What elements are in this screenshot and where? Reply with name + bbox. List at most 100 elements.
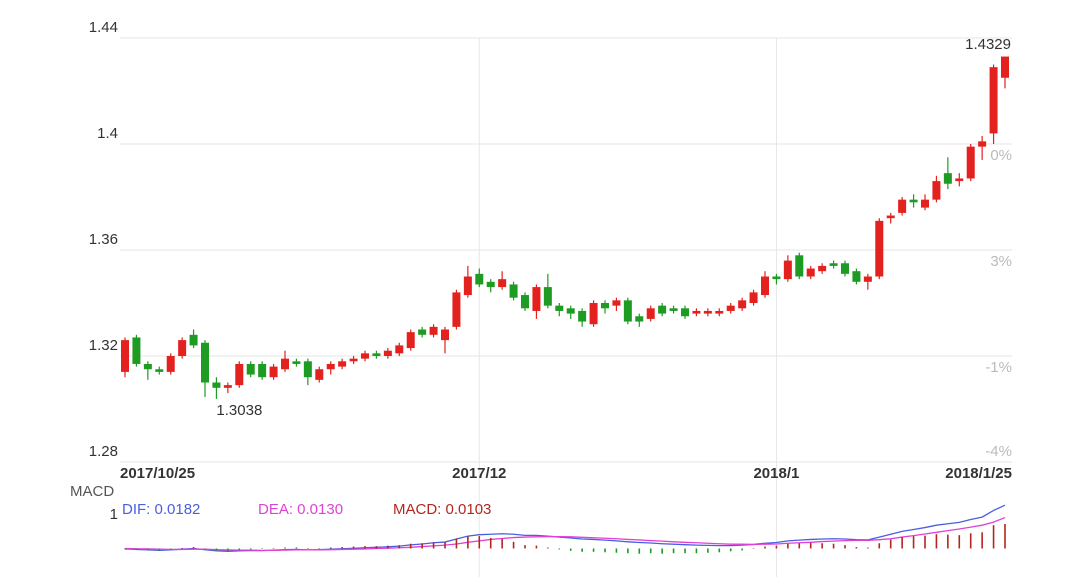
candle-body xyxy=(406,332,415,349)
candle-body xyxy=(395,345,404,354)
macd-bar xyxy=(272,548,275,549)
macd-bar xyxy=(124,548,126,550)
macd-bar xyxy=(764,546,766,549)
macd-bar xyxy=(592,548,595,552)
right-axis-label: 3% xyxy=(990,253,1012,270)
candle-body xyxy=(349,358,358,362)
candle-body xyxy=(852,271,861,282)
macd-bar xyxy=(729,548,732,552)
candle-body xyxy=(578,310,587,322)
macd-bar xyxy=(387,545,389,549)
macd-bar xyxy=(627,548,629,554)
macd-bar xyxy=(1004,523,1006,549)
y-tick-label: 1.44 xyxy=(89,19,118,36)
low-label: 1.3038 xyxy=(216,402,262,419)
macd-bar xyxy=(912,536,915,549)
candle-body xyxy=(989,67,998,134)
macd-bar xyxy=(501,538,503,549)
macd-bar xyxy=(169,548,172,550)
candle-body xyxy=(372,353,381,356)
macd-bar xyxy=(432,542,435,549)
macd-bar xyxy=(787,543,789,549)
macd-bar xyxy=(935,534,938,549)
macd-bar xyxy=(295,547,298,549)
candle-body xyxy=(361,353,369,359)
candle-body xyxy=(955,178,964,182)
candle-body xyxy=(601,303,609,309)
candle-body xyxy=(772,276,781,280)
candle-body xyxy=(898,199,907,213)
macd-bar xyxy=(798,543,801,549)
candle-body xyxy=(909,199,918,203)
candle-body xyxy=(292,361,301,364)
macd-bar xyxy=(284,547,286,549)
candle-body xyxy=(132,337,141,364)
candle-body xyxy=(166,356,175,372)
macd-bar xyxy=(707,548,709,553)
macd-bar xyxy=(238,548,241,550)
candle-body xyxy=(212,382,221,388)
candle-body xyxy=(658,305,667,314)
macd-bar xyxy=(901,537,903,549)
macd-bar xyxy=(615,548,618,553)
candle-body xyxy=(623,300,632,322)
macd-bar xyxy=(135,548,138,550)
macd-bar xyxy=(969,533,972,549)
macd-bar xyxy=(661,548,663,554)
candle-body xyxy=(681,308,689,317)
macd-bar xyxy=(889,539,892,549)
macd-bar xyxy=(684,548,686,554)
macd-bar xyxy=(524,545,526,549)
y-tick-label: 1.28 xyxy=(89,443,118,460)
x-tick-label: 2017/12 xyxy=(452,465,506,482)
macd-bar xyxy=(204,548,206,550)
candle-body xyxy=(783,260,792,280)
macd-bar xyxy=(227,548,229,552)
candle-body xyxy=(178,340,187,356)
candle-body xyxy=(486,281,495,288)
macd-bar xyxy=(855,547,858,549)
candle-body xyxy=(223,385,232,388)
macd-bar xyxy=(867,547,869,549)
candle-body xyxy=(201,342,209,383)
candle-body xyxy=(383,350,392,356)
macd-bar xyxy=(375,546,378,549)
candle-body xyxy=(463,276,472,296)
x-tick-label: 2018/1 xyxy=(753,465,799,482)
macd-bar xyxy=(455,538,458,549)
macd-bar xyxy=(924,535,926,549)
candle-body xyxy=(566,308,575,314)
candle-body xyxy=(269,366,278,378)
candle-body xyxy=(475,273,484,285)
candle-body xyxy=(612,300,621,306)
candle-body xyxy=(143,363,152,370)
macd-bar xyxy=(215,548,218,551)
macd-bar xyxy=(158,548,161,551)
macd-bar xyxy=(318,548,321,549)
candle-body xyxy=(863,276,872,282)
y-tick-label: 1.36 xyxy=(89,231,118,248)
macd-bar xyxy=(775,545,778,549)
candle-body xyxy=(338,361,347,367)
candle-body xyxy=(155,369,164,372)
candle-body xyxy=(669,308,678,311)
candle-body xyxy=(418,329,427,335)
macd-bar xyxy=(249,548,252,550)
y-axis-label: MACD xyxy=(70,483,114,500)
macd-bar xyxy=(638,548,641,554)
macd-bar xyxy=(947,534,949,549)
candle-body xyxy=(532,287,541,311)
legend-label: DEA: 0.0130 xyxy=(258,501,343,518)
x-tick-label: 2017/10/25 xyxy=(120,465,195,482)
macd-bar xyxy=(341,547,343,549)
candle-body xyxy=(246,363,255,375)
macd-bar xyxy=(718,548,721,553)
candle-body xyxy=(326,363,335,370)
macd-bar xyxy=(261,548,263,549)
macd-bar xyxy=(752,548,755,549)
candle-body xyxy=(452,292,461,327)
candle-body xyxy=(806,268,815,277)
macd-bar xyxy=(981,532,983,549)
candle-body xyxy=(738,300,747,309)
macd-bar xyxy=(421,543,423,549)
